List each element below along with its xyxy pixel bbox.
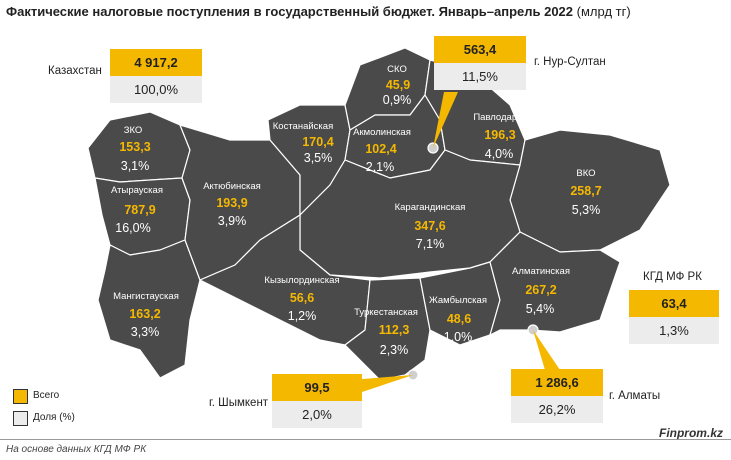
kgd-label: КГД МФ РК (643, 271, 702, 283)
label-value-zko: 153,3 (119, 140, 150, 154)
kgd-value: 63,4 (629, 290, 719, 317)
label-value-karaganda: 347,6 (414, 219, 445, 233)
label-pct-atyrau: 16,0% (115, 221, 150, 235)
kgd-percent: 1,3% (629, 317, 719, 344)
nursultan-value: 563,4 (434, 36, 526, 63)
kazakhstan-label: Казахстан (48, 65, 102, 77)
label-name-sko: СКО (387, 64, 407, 75)
label-pct-kyzylorda: 1,2% (288, 309, 317, 323)
label-name-zhambyl: Жамбылская (429, 295, 487, 306)
region-almaty-obl (489, 231, 621, 336)
label-pct-sko: 0,9% (383, 93, 412, 107)
label-value-atyrau: 787,9 (124, 203, 155, 217)
label-name-vko: ВКО (576, 168, 595, 179)
label-value-aktobe: 193,9 (216, 196, 247, 210)
legend-total-swatch (13, 389, 28, 404)
label-name-zko: ЗКО (124, 125, 143, 136)
label-name-akmola: Акмолинская (353, 127, 411, 138)
label-name-karaganda: Карагандинская (395, 202, 466, 213)
label-value-vko: 258,7 (570, 184, 601, 198)
label-value-turkestan: 112,3 (379, 323, 410, 337)
shymkent-label: г. Шымкент (209, 397, 269, 409)
shymkent-value: 99,5 (272, 374, 362, 401)
shymkent-pointer (350, 375, 413, 396)
label-pct-mangystau: 3,3% (131, 325, 160, 339)
kgd-box: 63,4 1,3% (629, 290, 719, 344)
label-pct-zko: 3,1% (121, 159, 150, 173)
label-value-kyzylorda: 56,6 (290, 291, 314, 305)
label-pct-vko: 5,3% (572, 203, 601, 217)
label-name-turkestan: Туркестанская (354, 307, 418, 318)
shymkent-percent: 2,0% (272, 401, 362, 428)
almaty-pointer (533, 330, 560, 370)
label-value-pavlodar: 196,3 (484, 128, 515, 142)
kazakhstan-value: 4 917,2 (110, 49, 202, 76)
label-pct-karaganda: 7,1% (416, 237, 445, 251)
label-name-kostanay: Костанайская (273, 121, 333, 132)
label-pct-pavlodar: 4,0% (485, 147, 514, 161)
shymkent-box: 99,5 2,0% (272, 374, 362, 428)
nursultan-box: 563,4 11,5% (434, 36, 526, 90)
label-value-mangystau: 163,2 (129, 307, 160, 321)
nursultan-label: г. Нур-Султан (534, 56, 606, 68)
almaty-box: 1 286,6 26,2% (511, 369, 603, 423)
label-value-zhambyl: 48,6 (447, 312, 471, 326)
label-pct-zhambyl: 1,0% (444, 330, 473, 344)
label-name-aktobe: Актюбинская (203, 181, 261, 192)
region-karaganda (299, 149, 521, 279)
label-pct-aktobe: 3,9% (218, 214, 247, 228)
almaty-percent: 26,2% (511, 396, 603, 423)
legend-total-text: Всего (33, 390, 60, 401)
chart-title: Фактические налоговые поступления в госу… (6, 4, 631, 19)
brand-logo: Finprom.kz (658, 426, 723, 440)
kazakhstan-percent: 100,0% (110, 76, 202, 103)
label-value-kostanay: 170,4 (302, 135, 333, 149)
nursultan-percent: 11,5% (434, 63, 526, 90)
label-pct-almaty-obl: 5,4% (526, 302, 555, 316)
label-value-akmola: 102,4 (365, 142, 396, 156)
almaty-label: г. Алматы (609, 390, 661, 402)
label-value-almaty-obl: 267,2 (525, 283, 556, 297)
label-value-sko: 45,9 (386, 78, 410, 92)
kazakhstan-box: 4 917,2 100,0% (110, 49, 202, 103)
almaty-value: 1 286,6 (511, 369, 603, 396)
label-pct-kostanay: 3,5% (304, 151, 333, 165)
legend-share-swatch (13, 411, 28, 426)
label-name-pavlodar: Павлодарская (473, 112, 536, 123)
title-main: Фактические налоговые поступления в госу… (6, 4, 574, 19)
label-name-atyrau: Атырауская (111, 185, 163, 196)
region-labels: СКО 45,9 0,9% Костанайская 170,4 3,5% Ак… (111, 64, 602, 357)
label-name-mangystau: Мангистауская (113, 291, 179, 302)
nursultan-pointer (433, 92, 458, 148)
label-pct-akmola: 2,1% (366, 160, 395, 174)
label-name-almaty-obl: Алматинская (512, 266, 570, 277)
footer-divider (0, 439, 731, 440)
legend-share-text: Доля (%) (33, 412, 75, 423)
label-pct-turkestan: 2,3% (380, 343, 409, 357)
source-note: На основе данных КГД МФ РК (6, 444, 147, 455)
label-name-kyzylorda: Кызылординская (264, 275, 339, 286)
region-mangystau (97, 239, 201, 379)
title-unit: (млрд тг) (576, 4, 631, 19)
